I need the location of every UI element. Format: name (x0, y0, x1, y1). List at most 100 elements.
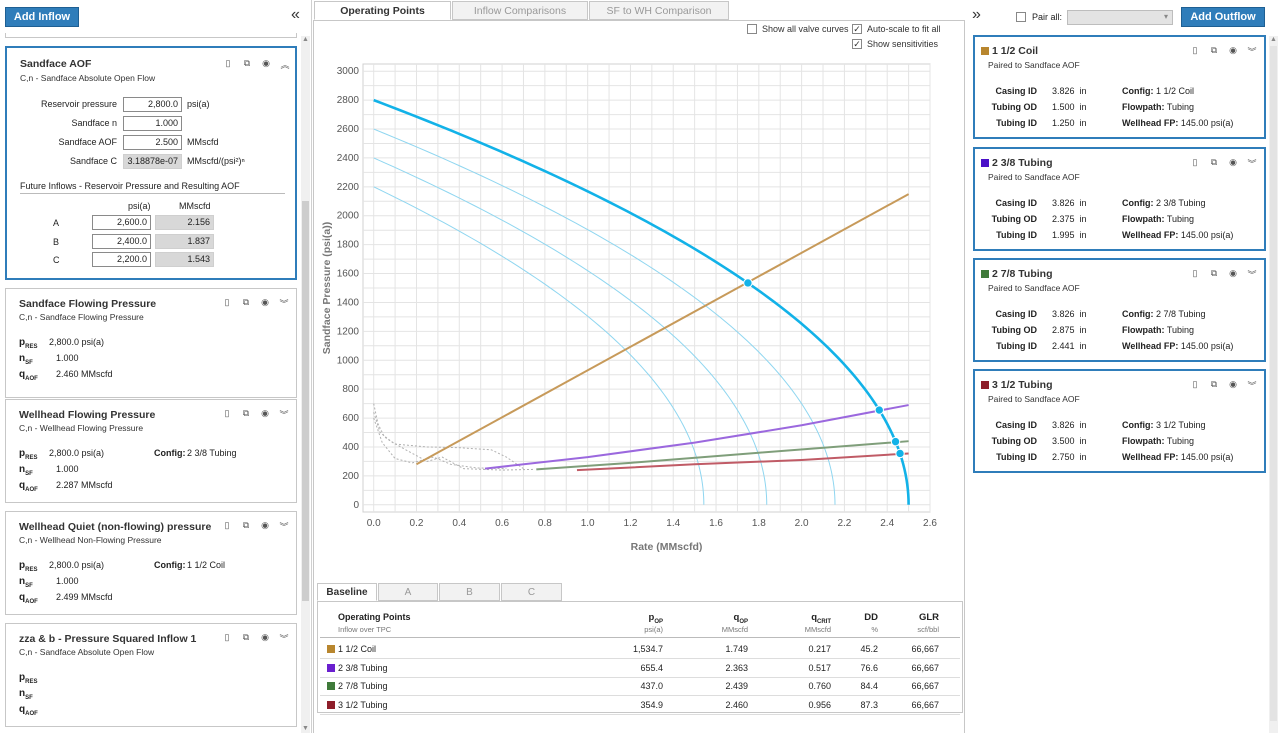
expand-icon[interactable]: ︾ (279, 522, 289, 532)
outflow-card[interactable]: 2 7/8 Tubing Paired to Sandface AOF ▯ ⧉ ◉ ︾… (973, 258, 1266, 362)
copy-icon[interactable]: ⧉ (242, 520, 250, 530)
results-col-header: qOP MMscfd (721, 612, 748, 634)
outflow-title-text: 3 1/2 Tubing (992, 379, 1053, 391)
field-label: Sandface C (69, 156, 117, 166)
add-inflow-button[interactable]: Add Inflow (5, 7, 79, 27)
table-row[interactable]: 2 3/8 Tubing 655.4 2.363 0.517 76.6 66,667 (320, 660, 960, 678)
outflow-card[interactable]: 2 3/8 Tubing Paired to Sandface AOF ▯ ⧉ ◉ ︾… (973, 147, 1266, 251)
color-swatch (981, 270, 989, 279)
view-icon[interactable]: ◉ (1229, 157, 1237, 167)
outflow-card[interactable]: 3 1/2 Tubing Paired to Sandface AOF ▯ ⧉ ◉ ︾… (973, 369, 1266, 473)
copy-icon[interactable]: ⧉ (1210, 379, 1218, 389)
sensitivity-curve (373, 417, 507, 470)
y-tick-label: 1600 (337, 269, 360, 280)
card-title: Wellhead Quiet (non-flowing) pressure (19, 521, 212, 533)
show-all-valve-curves-checkbox[interactable]: Show all valve curves (747, 24, 849, 34)
tab-baseline[interactable]: Baseline (317, 583, 377, 601)
wellhead-fp-row: Wellhead FP: 145.00 psi(a) (1122, 341, 1234, 351)
expand-icon[interactable]: ︾ (1247, 270, 1257, 280)
copy-icon[interactable]: ⧉ (242, 297, 250, 307)
copy-icon[interactable]: ⧉ (1210, 157, 1218, 167)
q-label: qAOF (19, 704, 38, 717)
copy-icon[interactable]: ⧉ (242, 408, 250, 418)
inflow-card-pressure-squared[interactable]: zza & b - Pressure Squared Inflow 1 C,n … (5, 623, 297, 727)
collapse-left-icon[interactable]: « (291, 6, 300, 23)
delete-icon[interactable]: ▯ (1192, 45, 1198, 55)
tab-b[interactable]: B (439, 583, 500, 601)
left-scrollbar[interactable]: ▲ ▼ (301, 36, 310, 733)
auto-scale-checkbox[interactable]: ✓ Auto-scale to fit all (852, 24, 941, 34)
paired-text: Paired to Sandface AOF (988, 283, 1080, 293)
future-pressure-input[interactable]: 2,400.0 (92, 234, 151, 249)
delete-icon[interactable]: ▯ (224, 297, 230, 307)
expand-icon[interactable]: ︾ (279, 299, 289, 309)
checkbox-box[interactable] (747, 24, 757, 34)
future-inflows-title: Future Inflows - Reservoir Pressure and … (20, 181, 240, 191)
delete-icon[interactable]: ▯ (1192, 379, 1198, 389)
pres-value: 2,800.0 psi(a) (49, 337, 105, 347)
delete-icon[interactable]: ▯ (1192, 157, 1198, 167)
row-cell: 0.760 (808, 681, 831, 691)
card-actions: ▯ ⧉ ◉ ︾ (222, 297, 289, 310)
pair-all-checkbox[interactable] (1016, 12, 1026, 22)
y-tick-label: 2600 (337, 124, 360, 135)
view-icon[interactable]: ◉ (261, 632, 269, 642)
right-scrollbar[interactable]: ▲ (1269, 36, 1278, 733)
collapse-icon[interactable]: ︽ (280, 60, 290, 70)
view-icon[interactable]: ◉ (1229, 45, 1237, 55)
delete-icon[interactable]: ▯ (224, 408, 230, 418)
tab-a[interactable]: A (378, 583, 438, 601)
pres-label: pRES (19, 448, 38, 461)
table-row[interactable]: 3 1/2 Tubing 354.9 2.460 0.956 87.3 66,667 (320, 697, 960, 715)
sandface-n-input[interactable]: 1.000 (123, 116, 182, 131)
inflow-card-sandface-flowing[interactable]: Sandface Flowing Pressure C,n - Sandface… (5, 288, 297, 398)
copy-icon[interactable]: ⧉ (243, 58, 251, 68)
view-icon[interactable]: ◉ (261, 408, 269, 418)
view-icon[interactable]: ◉ (262, 58, 270, 68)
future-pressure-input[interactable]: 2,200.0 (92, 252, 151, 267)
reservoir-pressure-input[interactable]: 2,800.0 (123, 97, 182, 112)
delete-icon[interactable]: ▯ (225, 58, 231, 68)
delete-icon[interactable]: ▯ (224, 520, 230, 530)
expand-icon[interactable]: ︾ (279, 634, 289, 644)
expand-icon[interactable]: ︾ (1247, 159, 1257, 169)
tab-c[interactable]: C (501, 583, 562, 601)
sandface-aof-input[interactable]: 2.500 (123, 135, 182, 150)
outflow-card[interactable]: 1 1/2 Coil Paired to Sandface AOF ▯ ⧉ ◉ ︾ C… (973, 35, 1266, 139)
tubing-od-value: 2.375 in (1052, 214, 1087, 224)
tpc-curve (484, 404, 909, 470)
delete-icon[interactable]: ▯ (1192, 268, 1198, 278)
copy-icon[interactable]: ⧉ (1210, 268, 1218, 278)
inflow-card-sandface-aof[interactable]: Sandface AOF C,n - Sandface Absolute Ope… (5, 46, 297, 280)
copy-icon[interactable]: ⧉ (242, 632, 250, 642)
checkbox-box[interactable]: ✓ (852, 24, 862, 34)
table-row[interactable]: 1 1/2 Coil 1,534.7 1.749 0.217 45.2 66,667 (320, 641, 960, 659)
tab-sf-to-wh-comparison[interactable]: SF to WH Comparison (589, 1, 729, 20)
checkbox-box[interactable]: ✓ (852, 39, 862, 49)
copy-icon[interactable]: ⧉ (1210, 45, 1218, 55)
expand-icon[interactable]: ︾ (1247, 381, 1257, 391)
expand-icon[interactable]: ︾ (1247, 47, 1257, 57)
expand-right-icon[interactable]: » (972, 6, 981, 23)
inflow-card-wellhead-flowing[interactable]: Wellhead Flowing Pressure C,n - Wellhead… (5, 399, 297, 503)
view-icon[interactable]: ◉ (261, 297, 269, 307)
view-icon[interactable]: ◉ (261, 520, 269, 530)
future-pressure-input[interactable]: 2,600.0 (92, 215, 151, 230)
inflow-card-wellhead-quiet[interactable]: Wellhead Quiet (non-flowing) pressure C,… (5, 511, 297, 615)
card-actions: ▯ ⧉ ◉ ︾ (222, 632, 289, 645)
results-col-header: pOP psi(a) (644, 612, 663, 634)
add-outflow-button[interactable]: Add Outflow (1181, 7, 1265, 27)
tab-operating-points[interactable]: Operating Points (314, 1, 451, 20)
show-sensitivities-checkbox[interactable]: ✓ Show sensitivities (852, 39, 938, 49)
pres-label: pRES (19, 337, 38, 350)
table-row[interactable]: 2 7/8 Tubing 437.0 2.439 0.760 84.4 66,667 (320, 678, 960, 696)
operating-points-chart: 0.0 0.2 0.4 0.6 0.8 1.0 1.2 1.4 1.6 1.8 2.0 2.2 2.4 2… (321, 63, 937, 553)
view-icon[interactable]: ◉ (1229, 379, 1237, 389)
view-icon[interactable]: ◉ (1229, 268, 1237, 278)
pair-all-dropdown[interactable]: ▾ (1067, 10, 1173, 25)
sensitivity-curve (373, 403, 524, 470)
pres-label: pRES (19, 560, 38, 573)
expand-icon[interactable]: ︾ (279, 410, 289, 420)
tab-inflow-comparisons[interactable]: Inflow Comparisons (452, 1, 588, 20)
delete-icon[interactable]: ▯ (224, 632, 230, 642)
